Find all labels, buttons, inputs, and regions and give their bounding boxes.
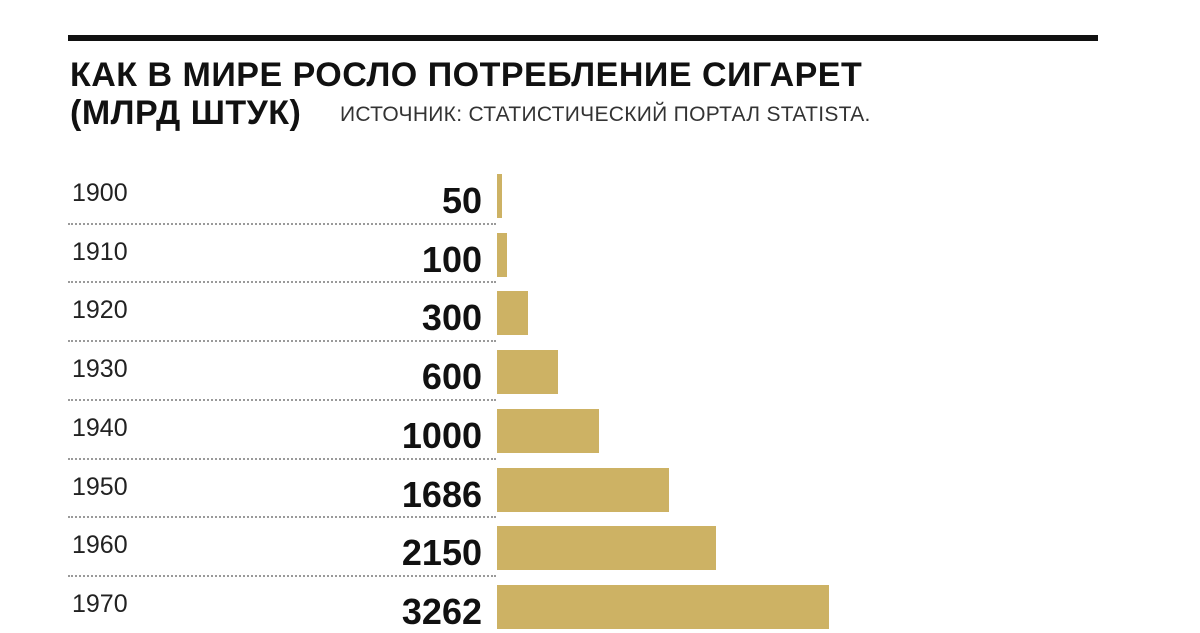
year-label: 1960 xyxy=(72,531,128,560)
chart-title-line-2: (МЛРД ШТУК) xyxy=(70,94,302,132)
bar xyxy=(497,232,508,277)
value-label: 50 xyxy=(441,180,482,221)
value-label: 3262 xyxy=(401,590,482,632)
value-label: 1686 xyxy=(401,473,482,515)
bar xyxy=(497,350,559,395)
chart-title-line-1: КАК В МИРЕ РОСЛО ПОТРЕБЛЕНИЕ СИГАРЕТ xyxy=(70,56,863,94)
year-label: 1940 xyxy=(72,413,128,442)
value-label: 2150 xyxy=(401,532,482,574)
year-label: 1950 xyxy=(72,472,128,501)
year-label: 1930 xyxy=(72,355,128,384)
bar xyxy=(497,584,829,629)
value-label: 300 xyxy=(421,297,482,339)
row-separator xyxy=(68,281,496,284)
row-separator xyxy=(68,222,496,225)
row-separator xyxy=(68,457,496,460)
year-label: 1910 xyxy=(72,237,128,266)
year-label: 1900 xyxy=(72,179,128,207)
row-separator xyxy=(68,398,496,401)
value-label: 1000 xyxy=(401,414,482,456)
top-rule xyxy=(68,35,1098,41)
value-label: 100 xyxy=(421,238,482,280)
year-label: 1970 xyxy=(72,589,128,618)
year-label: 1920 xyxy=(72,296,128,325)
bar xyxy=(497,408,599,453)
row-separator xyxy=(68,340,496,343)
chart-source: ИСТОЧНИК: СТАТИСТИЧЕСКИЙ ПОРТАЛ STATISTA… xyxy=(340,103,871,126)
row-separator xyxy=(68,574,496,577)
bar xyxy=(497,174,503,218)
bar xyxy=(497,291,528,336)
value-label: 600 xyxy=(421,356,482,398)
row-separator xyxy=(68,516,496,519)
bar xyxy=(497,526,716,571)
bar xyxy=(497,467,669,512)
